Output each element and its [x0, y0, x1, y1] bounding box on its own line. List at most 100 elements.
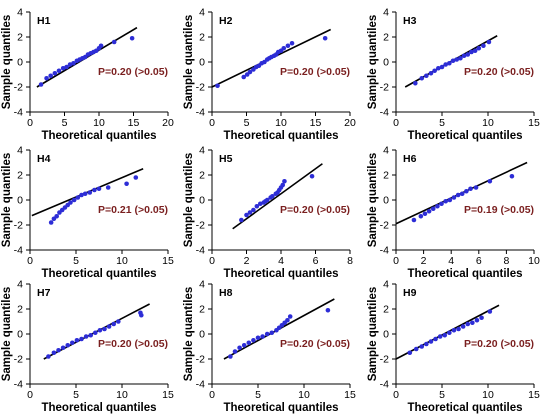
panel-h5-point: [247, 210, 253, 215]
panel-h6-point: [430, 206, 436, 212]
panel-h3-point: [424, 73, 429, 79]
panel-h5-x-tick-label: 6: [313, 255, 319, 267]
panel-h4-y-tick-label: 2: [17, 170, 23, 182]
panel-h9-point: [487, 309, 493, 314]
panel-h3: 0 5 10 15 4 2 0 -2 -4 Theoretical quantiles Sample…: [367, 7, 540, 143]
panel-h6-point: [435, 203, 440, 209]
panel-h9-point: [433, 336, 438, 342]
panel-h5-x-axis-title: Theoretical quantiles: [223, 268, 338, 280]
panel-h2-x-tick-label: 5: [244, 117, 250, 129]
panel-h8-point: [246, 340, 252, 346]
panel-h6-point: [455, 192, 461, 198]
panel-h4: 0 5 10 15 4 2 0 -2 -4 Theoretical quantiles Sample…: [1, 145, 174, 281]
panel-h6-point: [509, 173, 515, 179]
panel-h4-point: [75, 195, 81, 200]
panel-h1-y-tick-label: 4: [17, 7, 23, 19]
panel-h7-x-axis-title: Theoretical quantiles: [41, 402, 156, 414]
panel-h2-y-axis-title: Sample quantiles: [183, 15, 195, 110]
panel-h2-point: [215, 83, 220, 89]
panel-h9-point: [451, 327, 457, 333]
panel-h3-point: [436, 65, 441, 71]
panel-h2-y-tick-label: 0: [199, 57, 205, 69]
panel-h3-y-tick-label: 0: [383, 57, 389, 69]
panel-h5-x-tick-label: 0: [209, 255, 215, 267]
panel-h7-point: [83, 334, 89, 339]
panel-h3-point: [481, 43, 486, 49]
panel-h5-y-tick-label: -4: [196, 245, 205, 257]
panel-h8-point: [269, 330, 275, 336]
panel-h3-point: [472, 48, 478, 54]
panel-h6-y-tick-label: 4: [383, 145, 389, 157]
panel-h6-point: [468, 186, 473, 192]
panel-h7-point: [106, 324, 112, 329]
panel-h5-y-axis-title: Sample quantiles: [183, 153, 195, 248]
panel-h3-x-tick-label: 5: [439, 117, 445, 129]
panel-h1-point: [64, 64, 69, 70]
panel-h1-x-tick-label: 15: [128, 117, 140, 129]
panel-h3-point: [476, 45, 482, 51]
panel-h7-point: [97, 327, 103, 333]
panel-h4-point: [48, 220, 54, 225]
panel-h9-y-tick-label: 4: [383, 279, 389, 291]
panel-h2-y-tick-label: 2: [199, 32, 205, 44]
panel-h9-y-tick-label: -4: [380, 379, 389, 391]
panel-h6-point: [422, 211, 428, 217]
panel-h1-point: [129, 35, 135, 41]
panel-h5-point: [244, 212, 249, 218]
panel-h7-point: [93, 330, 98, 336]
panel-h3-p-value-label: P=0.20 (>0.05): [464, 66, 534, 78]
panel-h6-y-tick-label: 2: [383, 170, 389, 182]
panel-h4-x-tick-label: 15: [162, 255, 174, 267]
panel-h2-y-tick-label: -4: [196, 107, 205, 119]
panel-h6-point: [473, 185, 479, 190]
panel-h8-point: [285, 317, 290, 323]
panel-h7-x-tick-label: 10: [116, 389, 128, 401]
panel-h7-y-tick-label: 0: [17, 329, 23, 341]
panel-h8-point: [287, 314, 293, 319]
panel-h4-p-value-label: P=0.21 (>0.05): [98, 204, 168, 216]
panel-h7-x-tick-label: 0: [27, 389, 33, 401]
panel-h3-point: [454, 57, 460, 62]
panel-h8-point: [264, 331, 270, 337]
panel-h2-point: [241, 74, 247, 80]
panel-h1-y-tick-label: 0: [17, 57, 23, 69]
panel-h8-point: [237, 345, 242, 351]
panel-h7-point: [56, 347, 61, 353]
panel-h5-fit-line: [232, 163, 323, 230]
panel-h5-point: [254, 203, 260, 209]
panel-h7-y-tick-label: 2: [17, 304, 23, 316]
panel-h4-point: [87, 190, 93, 195]
panel-h2-x-tick-label: 15: [310, 117, 322, 129]
panel-h6-y-tick-label: 0: [383, 195, 389, 207]
panel-h3-point: [486, 39, 492, 45]
panel-h3-x-tick-label: 15: [528, 117, 540, 129]
panel-h1-title: H1: [37, 15, 51, 27]
panel-h8-x-tick-label: 5: [255, 389, 261, 401]
panel-h8-point: [255, 335, 261, 341]
panel-h9-point: [407, 350, 413, 356]
panel-h7-y-tick-label: -2: [14, 354, 23, 366]
panel-h1-x-tick-label: 0: [27, 117, 33, 129]
panel-h1-y-tick-label: -2: [14, 82, 23, 94]
panel-h3-y-tick-label: -4: [380, 107, 389, 119]
panel-h3-point: [413, 80, 418, 86]
panel-h9-point: [424, 341, 429, 347]
panel-h6-point: [418, 213, 424, 219]
panel-h2-p-value-label: P=0.20 (>0.05): [280, 66, 350, 78]
panel-h3-point: [439, 64, 445, 70]
panel-h7-y-tick-label: -4: [14, 379, 23, 391]
panel-h6-point: [464, 188, 469, 194]
panel-h6-x-tick-label: 10: [528, 255, 540, 267]
panel-h9-y-tick-label: -2: [380, 354, 389, 366]
panel-h8-point: [260, 334, 265, 339]
panel-h1-point: [60, 65, 66, 71]
panel-h9-y-tick-label: 2: [383, 304, 389, 316]
panel-h5-point: [239, 217, 244, 223]
panel-h9-x-axis-title: Theoretical quantiles: [407, 402, 522, 414]
panel-h1-p-value-label: P=0.20 (>0.05): [98, 66, 168, 78]
panel-h2-x-axis-title: Theoretical quantiles: [223, 130, 338, 142]
panel-h3-x-tick-label: 0: [393, 117, 399, 129]
panel-h6-point: [426, 208, 432, 214]
panel-h5-point: [264, 197, 270, 203]
